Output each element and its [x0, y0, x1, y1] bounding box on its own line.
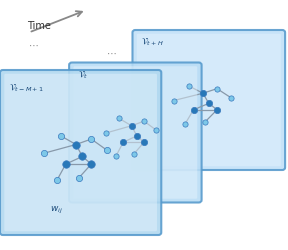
Text: $\mathcal{V}_{t+H}$: $\mathcal{V}_{t+H}$ — [141, 37, 164, 48]
Text: $\cdots$: $\cdots$ — [28, 40, 38, 50]
FancyBboxPatch shape — [137, 34, 281, 166]
FancyBboxPatch shape — [69, 62, 202, 202]
FancyBboxPatch shape — [73, 66, 197, 199]
Text: $\mathcal{V}_{t}$: $\mathcal{V}_{t}$ — [78, 70, 88, 81]
Text: $\mathcal{V}_{t-M+1}$: $\mathcal{V}_{t-M+1}$ — [9, 82, 43, 94]
FancyBboxPatch shape — [0, 70, 161, 235]
Text: $w_{ij}$: $w_{ij}$ — [50, 205, 63, 216]
Text: Time: Time — [27, 21, 51, 31]
FancyBboxPatch shape — [4, 74, 157, 231]
FancyBboxPatch shape — [132, 30, 285, 170]
Text: $\cdots$: $\cdots$ — [106, 48, 116, 58]
